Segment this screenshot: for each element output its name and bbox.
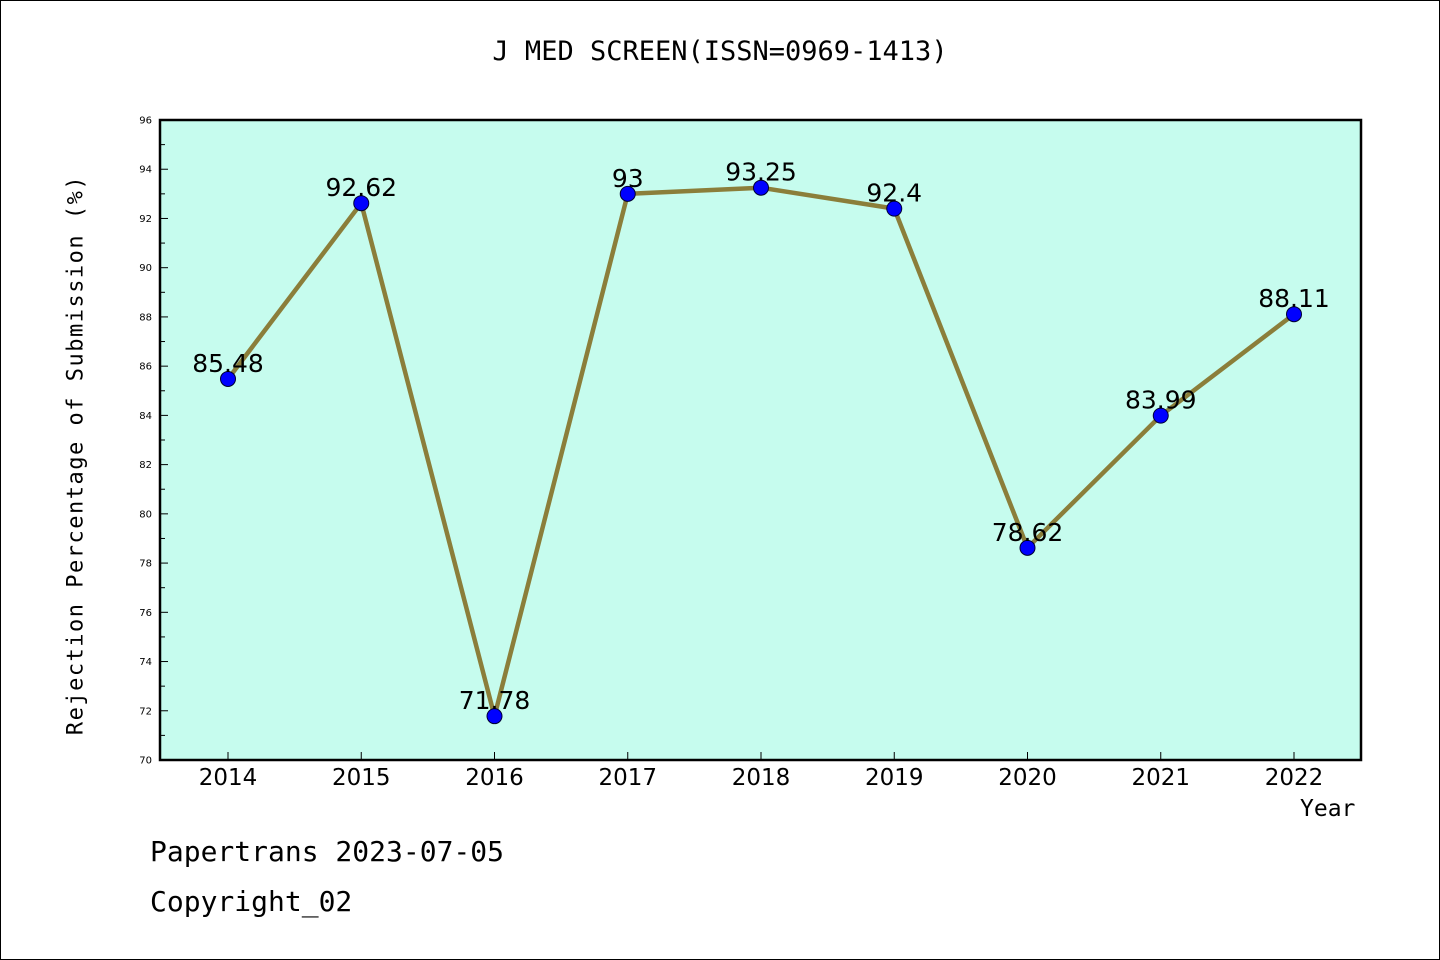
y-tick-label: 78 [139, 559, 152, 570]
plot-background [160, 120, 1361, 760]
data-point [486, 708, 503, 725]
y-tick-label: 76 [139, 608, 152, 619]
footer-copyright: Copyright_02 [150, 885, 353, 918]
y-tick-label: 96 [139, 116, 152, 127]
x-tick-label: 2014 [199, 765, 258, 791]
data-point [619, 185, 636, 202]
x-axis-ticks: 2014 2015 2016 2017 2018 2019 2020 2021 2022 [199, 752, 1324, 791]
y-tick-label: 70 [139, 756, 152, 767]
x-tick-label: 2019 [865, 765, 924, 791]
y-tick-label: 86 [139, 362, 152, 373]
x-tick-label: 2021 [1131, 765, 1190, 791]
data-point [886, 200, 903, 217]
y-tick-label: 74 [139, 657, 152, 668]
data-labels: 85.48 92.62 71.78 93 93.25 92.4 78.62 83.99 88.1… [192, 158, 1330, 715]
footer-date: Papertrans 2023-07-05 [150, 835, 505, 868]
data-label: 88.11 [1258, 284, 1330, 313]
x-tick-label: 2016 [465, 765, 524, 791]
data-label: 93.25 [725, 158, 797, 187]
data-label: 71.78 [459, 686, 531, 715]
y-tick-label: 92 [139, 214, 152, 225]
plot-border [158, 118, 1363, 762]
chart-title: J MED SCREEN(ISSN=0969-1413) [492, 36, 948, 67]
x-tick-label: 2020 [998, 765, 1057, 791]
y-tick-label: 88 [139, 312, 152, 323]
data-label: 92.4 [866, 179, 922, 208]
data-points [220, 179, 1302, 725]
data-label: 92.62 [325, 173, 397, 202]
data-point [1019, 539, 1036, 556]
data-label: 93 [612, 164, 644, 193]
x-axis-label: Year [1300, 796, 1356, 822]
x-tick-label: 2022 [1265, 765, 1324, 791]
y-tick-label: 80 [139, 509, 152, 520]
x-tick-label: 2015 [332, 765, 391, 791]
y-tick-label: 82 [139, 460, 152, 471]
y-tick-label: 90 [139, 263, 152, 274]
data-label: 78.62 [992, 518, 1064, 547]
data-point [753, 179, 769, 196]
x-tick-label: 2017 [598, 765, 657, 791]
data-label: 83.99 [1125, 386, 1197, 415]
data-point [353, 195, 370, 212]
y-tick-label: 84 [139, 411, 152, 422]
data-point [1152, 407, 1169, 424]
x-tick-label: 2018 [732, 765, 791, 791]
y-tick-label: 94 [139, 165, 152, 176]
data-label: 85.48 [192, 349, 264, 378]
data-point [220, 370, 236, 387]
data-point [1286, 306, 1302, 323]
y-tick-label: 72 [139, 706, 152, 717]
